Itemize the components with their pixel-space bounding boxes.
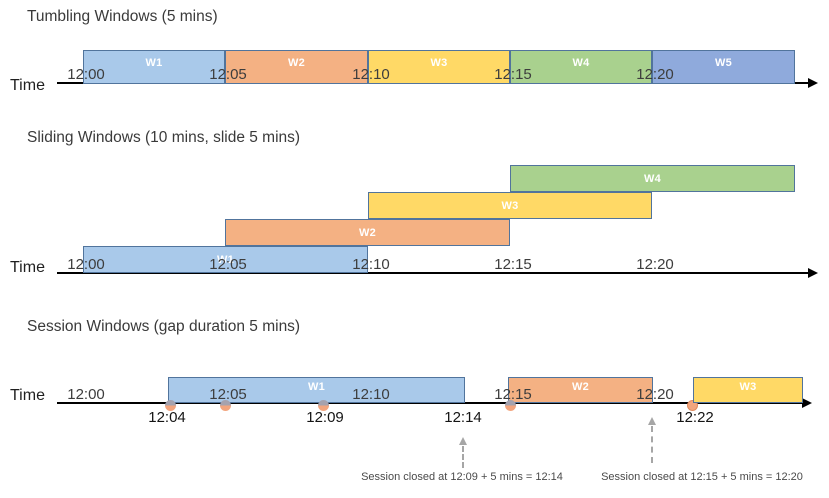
- tumbling-tick-12-15: 12:15: [494, 66, 532, 83]
- session-window-w2-label: W2: [571, 381, 590, 393]
- tumbling-axis-arrowhead-icon: [808, 78, 818, 88]
- event-dot-12-05: [220, 400, 231, 411]
- session-time-axis: [57, 402, 803, 404]
- tumbling-tick-12-10: 12:10: [352, 66, 390, 83]
- event-dot-12-15: [505, 400, 516, 411]
- tumbling-window-w3: W3: [368, 50, 510, 84]
- sliding-tick-12-15: 12:15: [494, 256, 532, 273]
- tumbling-tick-12-05: 12:05: [209, 66, 247, 83]
- tumbling-tick-12-00: 12:00: [67, 66, 105, 83]
- callout-dashed-line-12-20: [651, 426, 653, 463]
- sliding-time-axis: [57, 272, 809, 274]
- event-dot-12-04: [165, 400, 176, 411]
- event-dot-12-09: [318, 400, 329, 411]
- tumbling-window-w5-label: W5: [714, 57, 733, 69]
- sliding-section-title: Sliding Windows (10 mins, slide 5 mins): [27, 129, 301, 146]
- sliding-window-w3: W3: [368, 192, 652, 219]
- sliding-window-w2-label: W2: [358, 227, 377, 239]
- tumbling-time-axis-label: Time: [10, 77, 45, 94]
- event-dot-12-22: [687, 400, 698, 411]
- sliding-tick-12-05: 12:05: [209, 256, 247, 273]
- sliding-window-w1-label: W1: [216, 254, 235, 266]
- session-window-w3: W3: [693, 377, 803, 403]
- session-tick-12-05: 12:05: [209, 386, 247, 403]
- sliding-tick-12-10: 12:10: [352, 256, 390, 273]
- sliding-window-w4-label: W4: [643, 173, 662, 185]
- sliding-window-w1: W1: [83, 246, 368, 273]
- session-window-w1: W1: [168, 377, 465, 403]
- session-tick-12-20: 12:20: [636, 386, 674, 403]
- event-label-12-22: 12:22: [676, 409, 714, 426]
- tumbling-window-w2: W2: [225, 50, 368, 84]
- session-time-axis-label: Time: [10, 387, 45, 404]
- session-tick-12-10: 12:10: [352, 386, 390, 403]
- tumbling-window-w3-label: W3: [430, 57, 448, 69]
- session-section-title: Session Windows (gap duration 5 mins): [27, 318, 301, 335]
- tumbling-window-w1: W1: [83, 50, 225, 84]
- session-window-w3-label: W3: [739, 381, 757, 393]
- session-tick-12-00: 12:00: [67, 386, 105, 403]
- session-tick-12-15: 12:15: [494, 386, 532, 403]
- sliding-window-w4: W4: [510, 165, 795, 192]
- sliding-window-w2: W2: [225, 219, 510, 246]
- session-closed-annotation-1: Session closed at 12:09 + 5 mins = 12:14: [361, 471, 563, 483]
- tumbling-window-w1-label: W1: [145, 57, 163, 69]
- session-closed-annotation-2: Session closed at 12:15 + 5 mins = 12:20: [601, 471, 803, 483]
- session-window-w2: W2: [508, 377, 653, 403]
- session-window-w1-label: W1: [307, 381, 326, 393]
- tumbling-tick-12-20: 12:20: [636, 66, 674, 83]
- sliding-axis-arrowhead-icon: [808, 268, 818, 278]
- event-label-12-04: 12:04: [148, 409, 186, 426]
- tumbling-section-title: Tumbling Windows (5 mins): [27, 8, 218, 25]
- event-label-12-14: 12:14: [444, 409, 482, 426]
- event-label-12-09: 12:09: [306, 409, 344, 426]
- session-axis-arrowhead-icon: [802, 398, 812, 408]
- tumbling-window-w4: W4: [510, 50, 652, 84]
- callout-arrowhead-12-20-icon: [648, 417, 656, 425]
- tumbling-window-w5: W5: [652, 50, 795, 84]
- callout-dashed-line-12-14: [462, 446, 464, 468]
- sliding-time-axis-label: Time: [10, 259, 45, 276]
- sliding-tick-12-00: 12:00: [67, 256, 105, 273]
- sliding-tick-12-20: 12:20: [636, 256, 674, 273]
- tumbling-window-w4-label: W4: [572, 57, 590, 69]
- sliding-window-w3-label: W3: [501, 200, 519, 212]
- callout-arrowhead-12-14-icon: [459, 437, 467, 445]
- tumbling-window-w2-label: W2: [287, 57, 306, 69]
